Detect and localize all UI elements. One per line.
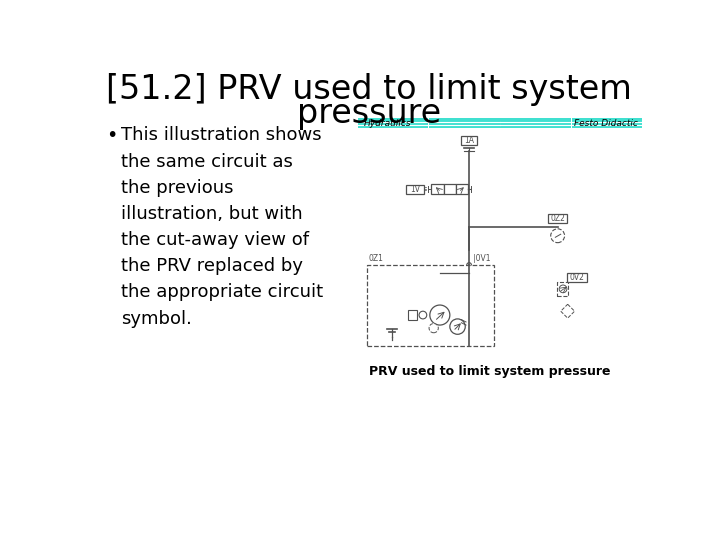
Bar xyxy=(572,118,642,129)
Bar xyxy=(557,282,568,296)
Text: the appropriate circuit: the appropriate circuit xyxy=(121,284,323,301)
Bar xyxy=(462,137,477,145)
Bar xyxy=(567,273,587,282)
Polygon shape xyxy=(561,304,575,318)
Text: the PRV replaced by: the PRV replaced by xyxy=(121,257,303,275)
Circle shape xyxy=(559,285,567,293)
Text: PRV used to limit system pressure: PRV used to limit system pressure xyxy=(369,365,611,378)
Bar xyxy=(500,118,571,129)
Text: the cut-away view of: the cut-away view of xyxy=(121,231,309,249)
Circle shape xyxy=(450,319,465,334)
Text: illustration, but with: illustration, but with xyxy=(121,205,302,223)
Bar xyxy=(456,184,468,194)
Text: 1V: 1V xyxy=(410,185,420,194)
Text: |0V1: |0V1 xyxy=(473,254,490,264)
Text: [51.2] PRV used to limit system: [51.2] PRV used to limit system xyxy=(106,72,632,105)
Bar xyxy=(429,118,500,129)
Bar xyxy=(358,118,428,129)
Text: 0V2: 0V2 xyxy=(570,273,585,282)
Text: the same circuit as: the same circuit as xyxy=(121,153,293,171)
Circle shape xyxy=(467,262,472,267)
Text: pressure: pressure xyxy=(297,97,441,130)
Circle shape xyxy=(419,311,427,319)
Text: 0Z1: 0Z1 xyxy=(368,254,383,264)
Text: •: • xyxy=(106,126,117,145)
Bar xyxy=(549,214,567,222)
Bar xyxy=(406,185,425,194)
Text: 1A: 1A xyxy=(464,136,474,145)
Text: Hydraulics: Hydraulics xyxy=(364,119,411,128)
Text: 0Z2: 0Z2 xyxy=(550,214,565,223)
Bar xyxy=(366,265,494,346)
Bar xyxy=(431,184,444,194)
Text: symbol.: symbol. xyxy=(121,309,192,328)
Text: This illustration shows: This illustration shows xyxy=(121,126,322,144)
Text: Festo Didactic: Festo Didactic xyxy=(574,119,638,128)
Text: the previous: the previous xyxy=(121,179,233,197)
Circle shape xyxy=(430,305,450,325)
Bar xyxy=(408,309,417,320)
Bar xyxy=(444,184,456,194)
Circle shape xyxy=(429,323,438,333)
Circle shape xyxy=(551,229,564,242)
